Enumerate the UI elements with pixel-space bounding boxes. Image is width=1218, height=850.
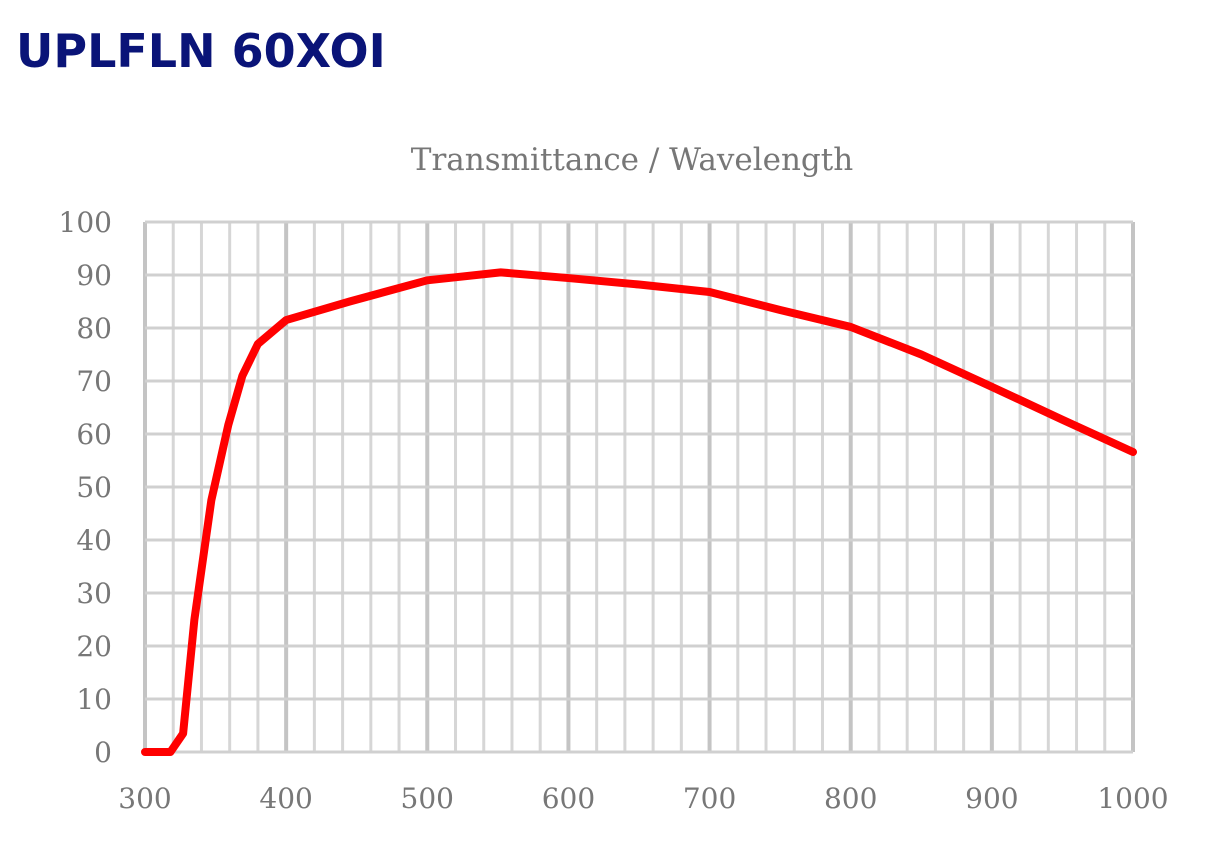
tick-labels: 300 400 500 600 700 800 900 1000 0 10 20 30 40 50 60 70… (59, 206, 1169, 815)
x-tick-label: 600 (542, 782, 595, 815)
chart-title: Transmittance / Wavelength (411, 142, 853, 178)
y-tick-label: 80 (76, 312, 112, 345)
x-tick-label: 500 (401, 782, 454, 815)
y-tick-label: 20 (76, 630, 112, 663)
y-tick-label: 90 (76, 259, 112, 292)
x-tick-label: 300 (118, 782, 171, 815)
x-tick-label: 800 (824, 782, 877, 815)
series-lines (141, 268, 1137, 756)
y-tick-label: 70 (76, 365, 112, 398)
page-title: UPLFLN 60XOI (16, 24, 386, 78)
x-tick-label: 900 (965, 782, 1018, 815)
y-tick-label: 0 (94, 736, 112, 769)
x-tick-label: 400 (259, 782, 312, 815)
y-tick-label: 50 (76, 471, 112, 504)
y-tick-label: 10 (76, 683, 112, 716)
x-tick-label: 1000 (1097, 782, 1168, 815)
grid (143, 220, 1135, 754)
series-line-transmittance (141, 268, 1137, 756)
x-tick-label: 700 (683, 782, 736, 815)
y-tick-label: 30 (76, 577, 112, 610)
y-tick-label: 60 (76, 418, 112, 451)
y-tick-label: 100 (59, 206, 112, 239)
y-tick-label: 40 (76, 524, 112, 557)
